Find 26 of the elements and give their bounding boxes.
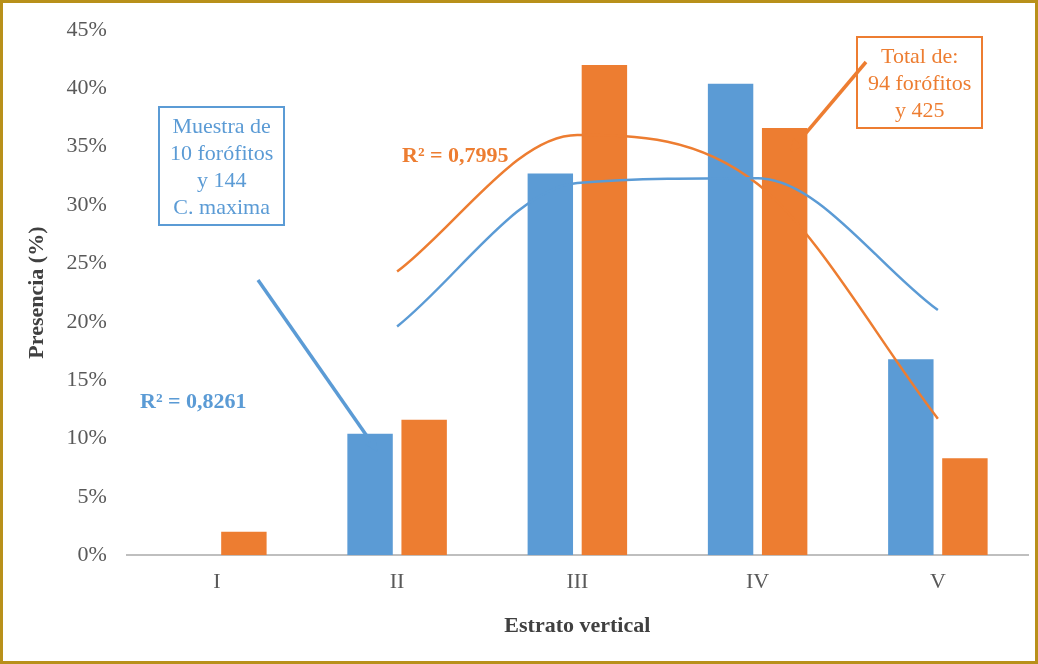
y-tick-label: 5% [77,482,107,508]
annotation: Total de: 94 forófitos y 425 [856,36,984,129]
y-tick-label: 35% [66,132,107,158]
bar [942,458,988,556]
annotation: R² = 0,7995 [402,141,509,168]
y-tick-label: 25% [66,249,107,275]
y-tick-label: 45% [66,15,107,41]
y-tick-label: 20% [66,307,107,333]
x-tick-label: I [213,568,221,594]
y-tick-label: 15% [66,365,107,391]
bar [888,359,934,556]
y-tick-label: 30% [66,190,107,216]
y-tick-label: 0% [77,540,107,566]
y-tick-label: 40% [66,74,107,100]
x-axis-title: Estrato vertical [504,612,651,638]
bar [347,433,393,556]
annotation: Muestra de 10 forófitos y 144 C. maxima [158,106,286,226]
annotation: R² = 0,8261 [140,387,247,414]
bar [221,531,267,556]
x-tick-label: III [566,568,589,594]
y-tick-label: 10% [66,424,107,450]
x-tick-label: V [929,568,946,594]
x-tick-label: II [389,568,405,594]
y-axis-title: Presencia (%) [22,226,48,359]
x-tick-label: IV [746,568,770,594]
bar [401,419,447,556]
